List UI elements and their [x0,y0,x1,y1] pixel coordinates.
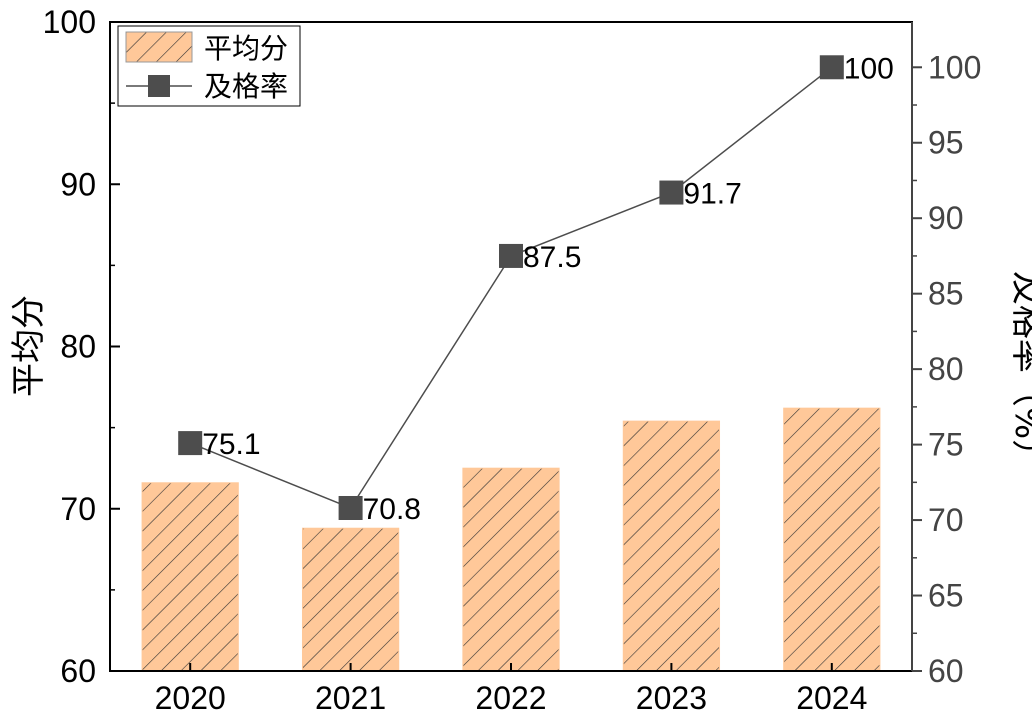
left-axis: 60 70 80 90 100 [43,4,120,689]
pass-rate-label-2024: 100 [844,52,894,85]
bars-layer [141,407,881,672]
line-layer: 75.1 70.8 87.5 91.7 100 [178,52,894,526]
bar-2022 [462,467,560,672]
legend-bar-label: 平均分 [204,32,288,65]
y-tick-label: 60 [60,653,96,689]
pass-rate-marker-2021 [338,495,363,520]
y2-tick-label: 95 [928,125,964,161]
y-tick-label: 80 [60,329,96,365]
bar-2021 [301,527,400,672]
y2-tick-label: 65 [928,578,964,614]
pass-rate-label-2020: 75.1 [202,428,260,461]
y-tick-label: 90 [60,166,96,202]
right-axis: 60 65 70 75 80 85 90 95 100 [912,49,981,689]
bar-2020 [141,482,239,672]
pass-rate-label-2022: 87.5 [523,241,581,274]
x-axis: 2020 2021 2022 2023 2024 [155,663,867,716]
legend-line-label: 及格率 [204,70,288,103]
x-tick-label: 2020 [155,680,226,716]
bar-2024 [783,407,881,672]
y-tick-label: 70 [60,491,96,527]
y2-tick-label: 80 [928,351,964,387]
y2-tick-label: 100 [928,49,981,85]
pass-rate-label-2021: 70.8 [363,493,421,526]
pass-rate-marker-2023 [659,180,684,205]
pass-rate-marker-2022 [499,243,523,268]
legend: 平均分 及格率 [117,25,301,107]
pass-rate-marker-2020 [178,431,203,456]
x-tick-label: 2021 [315,680,386,716]
legend-line-marker [148,75,170,97]
pass-rate-marker-2024 [819,55,844,80]
pass-rate-line [189,66,833,509]
legend-bar-swatch [125,31,193,63]
x-tick-label: 2022 [475,680,546,716]
x-tick-label: 2024 [796,680,867,716]
y2-tick-label: 75 [928,427,964,463]
y-tick-label: 100 [43,4,96,40]
y2-tick-label: 60 [928,653,964,689]
y-axis-title: 平均分 [9,295,49,397]
x-tick-label: 2023 [636,680,707,716]
y2-tick-label: 90 [928,200,964,236]
y2-axis-title: 及格率（%） [1007,271,1032,473]
y2-tick-label: 70 [928,502,964,538]
pass-rate-label-2023: 91.7 [683,178,741,211]
y2-tick-label: 85 [928,276,964,312]
bar-2023 [622,420,721,672]
